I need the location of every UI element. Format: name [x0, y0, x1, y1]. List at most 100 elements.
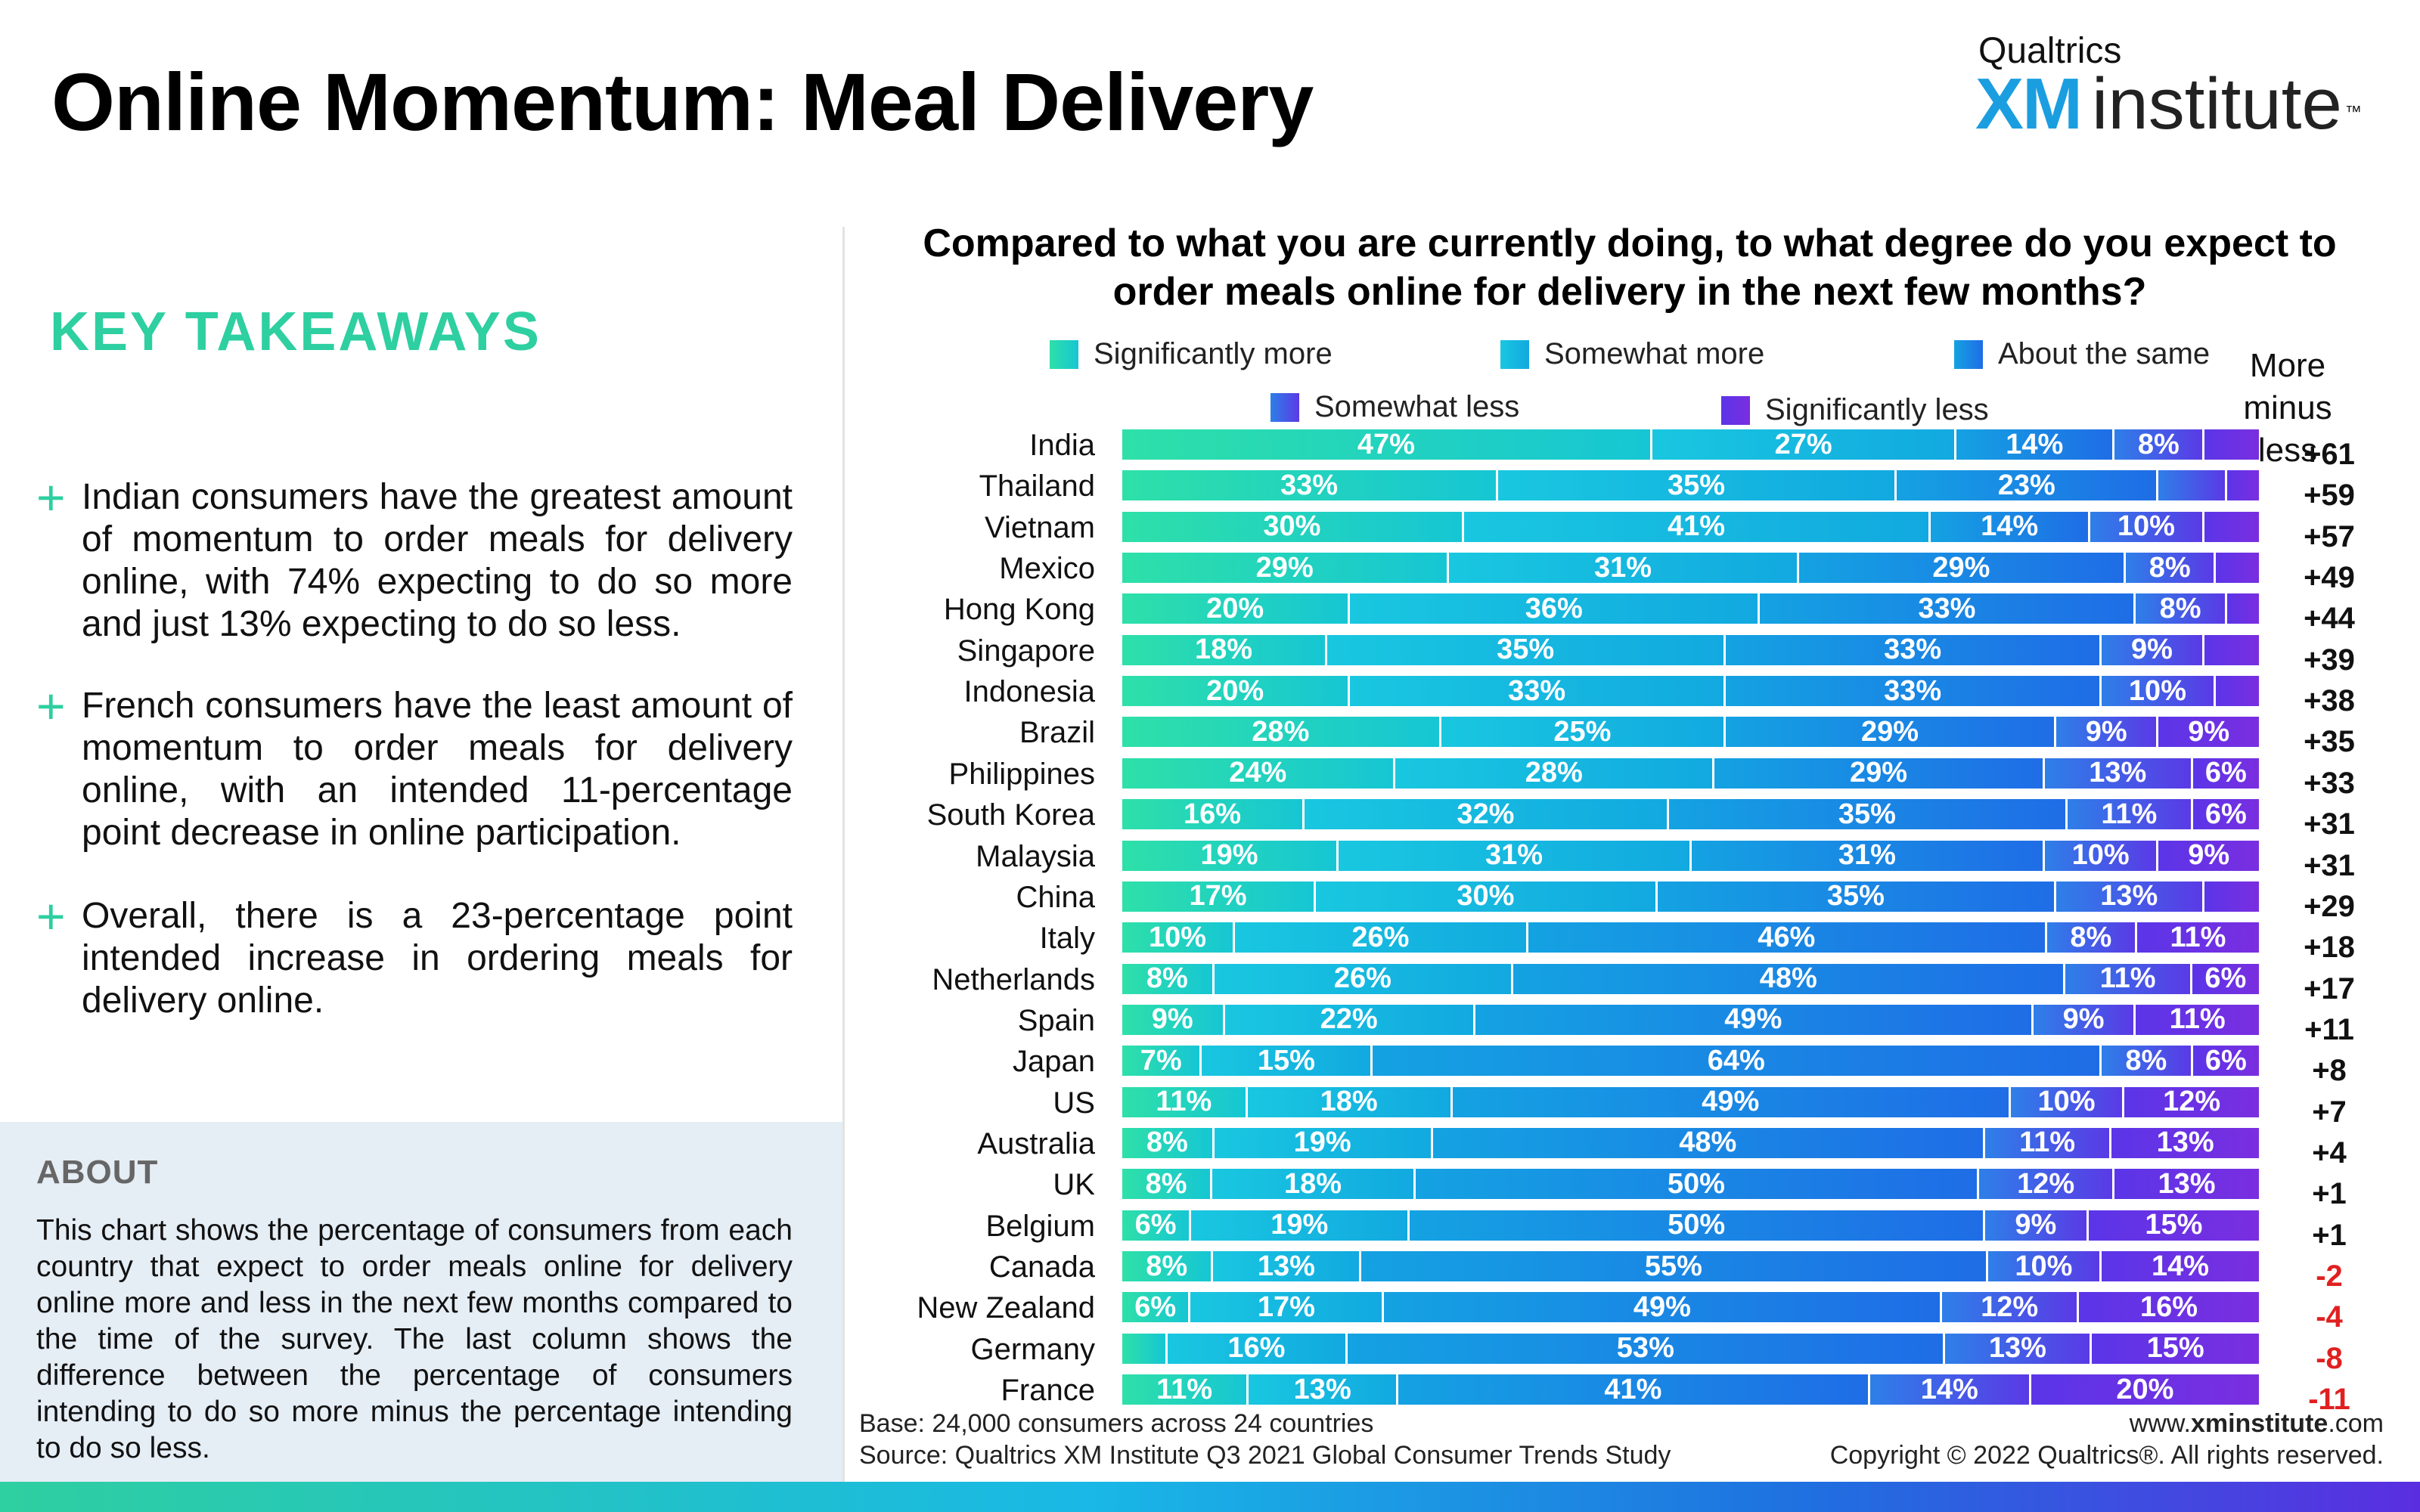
- panel-divider: [842, 227, 845, 1482]
- bar-segment-somewhat-less: 10%: [1987, 1251, 2100, 1281]
- legend-swatch: [1500, 339, 1529, 369]
- legend-significantly-more: Significantly more: [1050, 337, 1333, 371]
- more-minus-less-value: +1: [2312, 1177, 2347, 1211]
- about-text: This chart shows the percentage of consu…: [36, 1214, 793, 1464]
- footer-base: Base: 24,000 consumers across 24 countri…: [859, 1409, 1374, 1438]
- bar-segment-significantly-less: 11%: [2136, 1004, 2259, 1035]
- bar-segment-significantly-less: 13%: [2114, 1169, 2259, 1200]
- bar-segment-somewhat-less: 9%: [1984, 1210, 2086, 1241]
- takeaway-item: + Indian consumers have the greatest amo…: [36, 472, 793, 646]
- bar-segment-significantly-more: 17%: [1122, 881, 1314, 912]
- more-minus-less-value: +11: [2304, 1012, 2354, 1046]
- bar-segment-about-the-same: 35%: [1657, 881, 2054, 912]
- legend-label: Significantly more: [1094, 337, 1333, 370]
- brand-xm-institute: XM institute ™: [1975, 68, 2362, 141]
- more-minus-less-value: +33: [2304, 766, 2355, 800]
- more-minus-less-value: -4: [2316, 1300, 2343, 1334]
- bar-segment-about-the-same: 14%: [1931, 511, 2089, 542]
- bar-segment-significantly-more: 6%: [1122, 1292, 1189, 1323]
- country-label: Singapore: [957, 634, 1095, 668]
- key-takeaways-title: KEY TAKEAWAYS: [50, 302, 541, 362]
- bar-segment-significantly-less: [2204, 429, 2259, 460]
- bar-segment-about-the-same: 31%: [1692, 840, 2043, 871]
- bar-segment-somewhat-less: 13%: [2044, 758, 2191, 789]
- bar-segment-about-the-same: 55%: [1361, 1251, 1986, 1281]
- bar-segment-significantly-less: 11%: [2136, 922, 2259, 953]
- footer-copyright: Copyright © 2022 Qualtrics®. All rights …: [1829, 1441, 2384, 1470]
- country-label: Mexico: [999, 552, 1095, 586]
- brand-qualtrics-text: Qualtrics: [1978, 31, 2122, 71]
- bar-segment-somewhat-more: 41%: [1463, 511, 1929, 542]
- country-label: Philippines: [948, 757, 1095, 791]
- bar-segment-somewhat-less: 8%: [2114, 429, 2203, 460]
- bar-segment-somewhat-more: 18%: [1212, 1169, 1413, 1200]
- plus-icon: +: [36, 888, 66, 944]
- bar-segment-significantly-more: 16%: [1122, 799, 1302, 830]
- footer-url-prefix: www.: [2129, 1409, 2191, 1438]
- bar-segment-significantly-less: 6%: [2192, 799, 2259, 830]
- bar-segment-somewhat-less: 12%: [1942, 1292, 2077, 1323]
- bar-segment-somewhat-less: 9%: [2055, 717, 2157, 748]
- bar-segment-somewhat-less: 8%: [2102, 1046, 2191, 1077]
- bar-segment-somewhat-less: 8%: [2136, 593, 2225, 624]
- bar-segment-significantly-more: 28%: [1122, 717, 1439, 748]
- bar-segment-about-the-same: 29%: [1726, 717, 2054, 748]
- brand-institute: institute: [2092, 64, 2342, 144]
- legend-label: Somewhat less: [1314, 390, 1520, 423]
- legend-label: Significantly less: [1765, 393, 1989, 426]
- footer-url-domain: xminstitute: [2190, 1409, 2328, 1438]
- bottom-gradient-bar: [0, 1482, 2420, 1512]
- about-panel: [0, 1122, 842, 1482]
- bar-segment-significantly-more: 8%: [1122, 1127, 1212, 1158]
- country-label: Indonesia: [963, 675, 1095, 709]
- bar-segment-somewhat-more: 25%: [1441, 717, 1724, 748]
- more-minus-less-value: +31: [2304, 807, 2355, 841]
- more-minus-less-value: +61: [2304, 438, 2355, 471]
- bar-segment-somewhat-more: 19%: [1191, 1210, 1408, 1241]
- country-label: India: [1029, 429, 1095, 462]
- country-label: Belgium: [985, 1209, 1095, 1243]
- more-minus-less-value: +39: [2304, 643, 2355, 677]
- bar-segment-significantly-more: 8%: [1122, 963, 1212, 994]
- bar-segment-significantly-less: [2215, 676, 2259, 707]
- country-label: New Zealand: [917, 1291, 1095, 1325]
- plus-icon: +: [36, 678, 66, 734]
- more-minus-less-value: -8: [2316, 1341, 2343, 1375]
- bar-segment-somewhat-less: 14%: [1869, 1374, 2029, 1405]
- bar-segment-significantly-more: 18%: [1122, 634, 1326, 665]
- bar-segment-about-the-same: 64%: [1373, 1046, 2100, 1077]
- bar-segment-somewhat-more: 30%: [1316, 881, 1655, 912]
- bar-segment-somewhat-more: 13%: [1249, 1374, 1397, 1405]
- country-label: US: [1053, 1086, 1095, 1120]
- bar-segment-somewhat-less: 11%: [2067, 799, 2191, 830]
- country-label: Spain: [1017, 1003, 1095, 1037]
- bar-segment-significantly-less: 6%: [2192, 963, 2259, 994]
- bar-segment-significantly-less: 9%: [2158, 717, 2259, 748]
- bar-segment-somewhat-more: 22%: [1224, 1004, 1473, 1035]
- footer-source: Source: Qualtrics XM Institute Q3 2021 G…: [859, 1441, 1671, 1470]
- country-label: Brazil: [1019, 716, 1095, 750]
- bar-segment-significantly-more: 24%: [1122, 758, 1394, 789]
- bar-segment-significantly-more: 33%: [1122, 470, 1496, 501]
- more-minus-less-header: More minus less: [2243, 347, 2332, 469]
- bar-segment-about-the-same: 33%: [1726, 676, 2100, 707]
- more-minus-less-value: +17: [2304, 971, 2355, 1005]
- bar-segment-about-the-same: 23%: [1897, 470, 2157, 501]
- bar-segment-significantly-less: [2204, 881, 2259, 912]
- bar-segment-significantly-more: [1122, 1333, 1165, 1364]
- country-label: Japan: [1013, 1045, 1095, 1079]
- legend-somewhat-more: Somewhat more: [1500, 337, 1764, 371]
- footer-url[interactable]: www.xminstitute.com: [2130, 1409, 2384, 1439]
- legend-significantly-less: Significantly less: [1721, 393, 1989, 427]
- bar-segment-significantly-less: 16%: [2079, 1292, 2259, 1323]
- country-label: South Korea: [926, 798, 1095, 832]
- takeaway-item: + Overall, there is a 23-percentage poin…: [36, 888, 793, 1022]
- bar-segment-somewhat-more: 33%: [1350, 676, 1724, 707]
- bar-segment-about-the-same: 46%: [1528, 922, 2045, 953]
- country-label: Hong Kong: [943, 593, 1095, 627]
- bar-segment-significantly-less: 20%: [2031, 1374, 2259, 1405]
- bar-segment-significantly-less: 14%: [2102, 1251, 2259, 1281]
- bar-segment-significantly-more: 29%: [1122, 553, 1447, 584]
- bar-segment-somewhat-less: 11%: [1984, 1127, 2110, 1158]
- bar-segment-about-the-same: 50%: [1415, 1169, 1978, 1200]
